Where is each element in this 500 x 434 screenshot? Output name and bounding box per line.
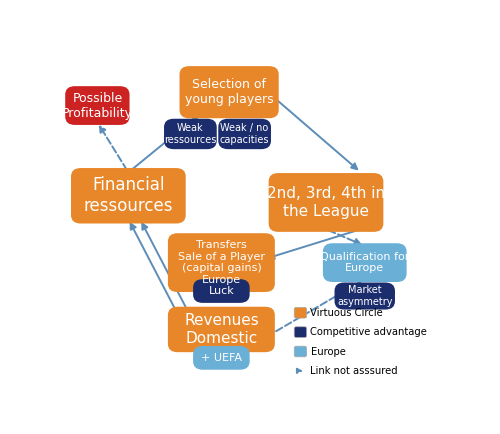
Text: Luck: Luck xyxy=(208,286,234,296)
Text: Link not asssured: Link not asssured xyxy=(310,366,398,376)
FancyBboxPatch shape xyxy=(323,243,406,282)
Text: Qualification for
Europe: Qualification for Europe xyxy=(320,252,410,273)
Text: Europe: Europe xyxy=(310,346,346,356)
FancyBboxPatch shape xyxy=(294,346,306,357)
FancyBboxPatch shape xyxy=(65,86,130,125)
FancyBboxPatch shape xyxy=(193,279,250,303)
FancyBboxPatch shape xyxy=(180,66,278,118)
Text: Weak
ressources: Weak ressources xyxy=(164,123,216,145)
FancyBboxPatch shape xyxy=(294,327,306,338)
Text: Transfers
Sale of a Player
(capital gains)
Europe: Transfers Sale of a Player (capital gain… xyxy=(178,240,265,285)
Text: Virtuous Circle: Virtuous Circle xyxy=(310,308,384,318)
FancyBboxPatch shape xyxy=(168,307,275,352)
Text: 2nd, 3rd, 4th in
the League: 2nd, 3rd, 4th in the League xyxy=(267,186,385,219)
Text: Possible
Profitability: Possible Profitability xyxy=(62,92,133,119)
Text: Revenues
Domestic: Revenues Domestic xyxy=(184,313,259,345)
Text: Selection of
young players: Selection of young players xyxy=(185,78,274,106)
Text: Financial
ressources: Financial ressources xyxy=(84,176,173,215)
FancyBboxPatch shape xyxy=(193,346,250,370)
FancyBboxPatch shape xyxy=(218,119,271,149)
FancyBboxPatch shape xyxy=(164,119,216,149)
Text: Weak / no
capacities: Weak / no capacities xyxy=(220,123,270,145)
FancyBboxPatch shape xyxy=(71,168,186,224)
FancyBboxPatch shape xyxy=(294,307,306,318)
Text: Competitive advantage: Competitive advantage xyxy=(310,327,428,337)
FancyBboxPatch shape xyxy=(168,233,275,292)
Text: + UEFA: + UEFA xyxy=(201,353,242,363)
FancyBboxPatch shape xyxy=(268,173,384,232)
Text: Market
asymmetry: Market asymmetry xyxy=(337,285,392,307)
FancyBboxPatch shape xyxy=(334,283,395,309)
